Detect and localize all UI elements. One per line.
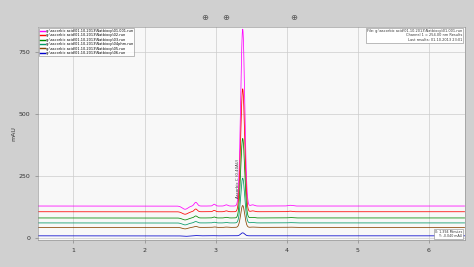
Text: 0: 1.394 Minutes
Y: -0.040 mAU: 0: 1.394 Minutes Y: -0.040 mAU: [435, 230, 462, 238]
Y-axis label: mAU: mAU: [11, 126, 17, 141]
Text: ⊕: ⊕: [222, 13, 229, 22]
Text: ⊕: ⊕: [201, 13, 208, 22]
Legend: g:\ascorbic acid\01.10.2013\Natbiocp\01.001.run, g:\ascorbic acid\01.10.2013\Nat: g:\ascorbic acid\01.10.2013\Natbiocp\01.…: [39, 28, 134, 56]
Text: File: g:\ascorbic acid\01.10.2013\Natbiocp\01.001.run
Channel 1 = 254.00 nm Resu: File: g:\ascorbic acid\01.10.2013\Natbio…: [367, 29, 462, 42]
Text: ⊕: ⊕: [291, 13, 297, 22]
Text: Ascorbic C (0.40AU): Ascorbic C (0.40AU): [237, 159, 240, 198]
